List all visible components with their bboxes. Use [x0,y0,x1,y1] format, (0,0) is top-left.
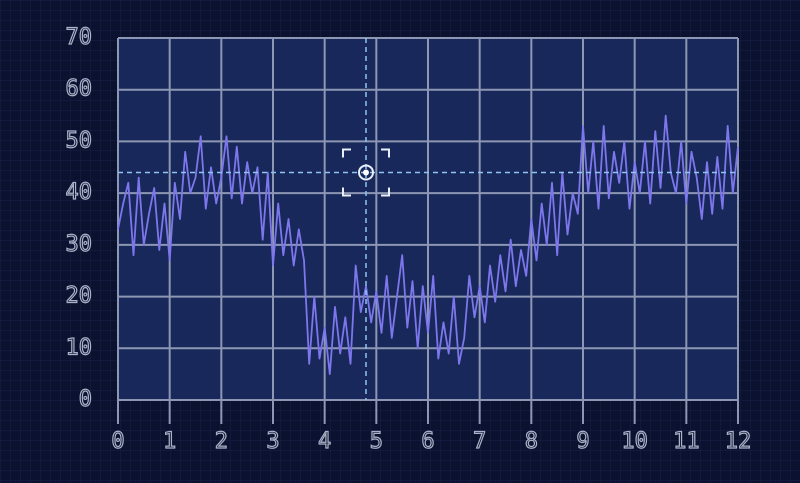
data-line [117,114,739,375]
y-tick-label: 10 [66,335,93,360]
crosshair-dot [363,169,369,176]
x-tick-label: 12 [725,429,752,454]
y-tick-label: 60 [66,77,93,102]
crosshair-target [358,164,374,181]
y-tick-label: 20 [66,284,93,309]
x-tick-label: 11 [673,429,700,454]
y-tick-label: 40 [66,180,93,205]
x-tick-label: 2 [215,429,228,454]
y-tick-label: 0 [79,387,92,412]
y-tick-label: 70 [66,25,93,50]
x-tick-label: 9 [576,429,589,454]
x-tick-label: 7 [473,429,486,454]
x-tick-label: 10 [621,429,648,454]
x-tick-label: 8 [525,429,538,454]
x-tick-label: 3 [266,429,279,454]
x-tick-label: 5 [370,429,383,454]
crosshair-frame [342,148,390,197]
x-tick-label: 4 [318,429,331,454]
x-tick-label: 1 [163,429,176,454]
x-tick-label: 6 [421,429,434,454]
y-tick-label: 50 [66,128,93,153]
x-tick-label: 0 [111,429,124,454]
y-tick-label: 30 [66,232,93,257]
